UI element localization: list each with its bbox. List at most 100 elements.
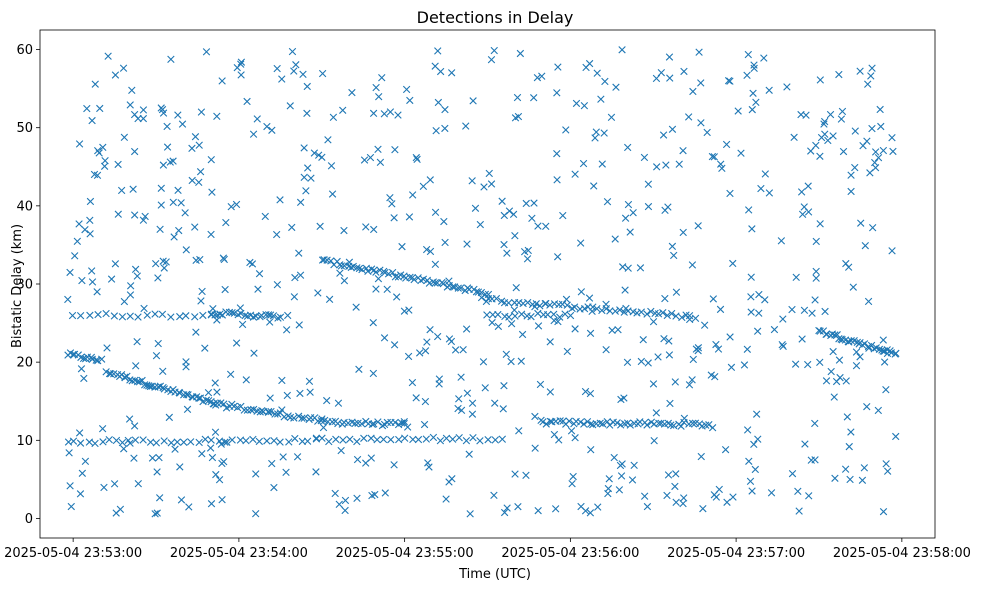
data-point	[838, 107, 847, 116]
data-point	[531, 412, 539, 421]
data-point	[290, 414, 298, 422]
data-point	[126, 282, 135, 290]
data-point	[129, 185, 137, 193]
data-point	[191, 133, 200, 141]
data-point	[611, 307, 619, 315]
data-point	[368, 491, 376, 500]
data-point	[740, 361, 749, 369]
data-point	[602, 346, 610, 354]
data-point	[255, 437, 263, 446]
data-point	[463, 240, 471, 248]
data-point	[99, 438, 107, 446]
y-tick-label: 0	[25, 512, 33, 527]
data-point	[384, 270, 393, 278]
data-point	[858, 476, 867, 484]
data-point	[859, 142, 867, 150]
data-point	[499, 405, 507, 413]
data-point	[845, 442, 853, 451]
data-point	[257, 311, 266, 320]
data-point	[98, 425, 107, 433]
data-point	[829, 347, 837, 356]
data-point	[155, 453, 163, 462]
data-point	[883, 346, 891, 354]
data-point	[805, 492, 813, 500]
data-point	[148, 454, 157, 462]
data-point	[65, 449, 73, 457]
data-point	[191, 313, 199, 321]
data-point	[198, 450, 206, 458]
data-point	[647, 307, 655, 316]
data-point	[130, 422, 139, 430]
data-point	[64, 295, 72, 304]
data-point	[747, 308, 755, 316]
data-point	[436, 436, 445, 445]
data-point	[760, 54, 768, 62]
data-point	[270, 483, 278, 492]
data-point	[204, 389, 213, 397]
data-point	[329, 113, 338, 121]
data-point	[250, 349, 258, 357]
data-point	[672, 288, 681, 296]
data-point	[381, 489, 389, 497]
data-point	[176, 389, 184, 397]
data-point	[697, 79, 705, 87]
data-point	[664, 471, 673, 479]
data-point	[279, 453, 287, 461]
data-point	[431, 279, 439, 287]
data-point	[751, 465, 760, 474]
data-point	[570, 303, 579, 311]
data-point	[209, 304, 217, 313]
data-point	[171, 445, 179, 453]
data-point	[816, 76, 825, 84]
x-tick-label: 2025-05-04 23:54:00	[170, 546, 308, 561]
data-point	[816, 358, 824, 366]
data-point	[554, 63, 562, 71]
data-point	[761, 170, 769, 178]
data-point	[580, 101, 589, 110]
y-tick-label: 40	[16, 199, 33, 214]
data-point	[261, 212, 269, 221]
data-point	[160, 437, 168, 445]
data-point	[451, 346, 460, 354]
data-point	[666, 74, 674, 82]
data-point	[454, 284, 462, 292]
data-point	[546, 338, 554, 346]
y-tick-label: 10	[16, 434, 33, 449]
data-point	[303, 164, 312, 172]
data-point	[537, 416, 545, 424]
data-point	[857, 219, 865, 227]
data-point	[617, 472, 626, 480]
data-point	[788, 305, 796, 314]
data-point	[612, 83, 620, 91]
x-axis: 2025-05-04 23:53:00 2025-05-04 23:54:00 20…	[4, 538, 971, 561]
y-tick-label: 60	[16, 43, 33, 58]
data-point	[469, 97, 477, 105]
data-point	[755, 309, 763, 317]
data-point	[128, 86, 136, 95]
data-point	[252, 470, 260, 478]
data-point	[353, 264, 361, 272]
data-point	[141, 212, 149, 221]
data-point	[555, 436, 563, 444]
data-point	[360, 434, 368, 442]
data-point	[337, 262, 346, 270]
data-point	[116, 505, 125, 514]
data-point	[100, 162, 109, 170]
data-point	[652, 163, 661, 171]
data-point	[91, 80, 99, 88]
data-point	[167, 55, 175, 64]
data-point	[507, 357, 515, 366]
data-point	[286, 102, 294, 110]
data-point	[86, 311, 94, 320]
data-point	[403, 423, 412, 431]
data-point	[293, 453, 302, 461]
data-point	[484, 435, 492, 444]
data-point	[387, 435, 395, 444]
data-point	[800, 203, 808, 211]
data-point	[802, 111, 810, 119]
data-point	[827, 367, 835, 376]
data-point	[119, 64, 128, 72]
data-point	[462, 436, 471, 445]
data-point	[779, 342, 787, 351]
data-point	[798, 335, 806, 343]
